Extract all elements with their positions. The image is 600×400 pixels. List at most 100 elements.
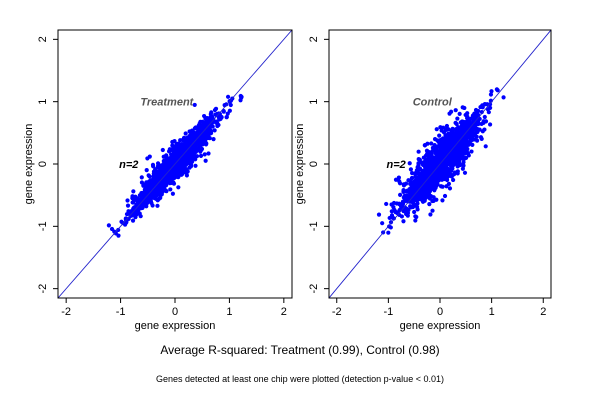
data-point — [478, 135, 484, 140]
data-point — [440, 169, 445, 174]
data-point — [480, 129, 485, 134]
data-point — [208, 115, 213, 120]
data-point — [227, 108, 232, 113]
data-point — [186, 138, 191, 144]
data-point — [413, 218, 418, 223]
data-point — [407, 161, 412, 166]
data-point — [422, 196, 427, 201]
y-tick-label: -1 — [37, 221, 49, 231]
data-point — [434, 127, 439, 132]
data-point — [463, 155, 469, 160]
data-point — [177, 162, 182, 167]
data-point — [434, 180, 440, 185]
data-point — [417, 172, 422, 178]
data-point — [455, 127, 460, 132]
data-point — [426, 181, 431, 187]
data-point — [175, 174, 180, 179]
data-point — [466, 142, 471, 147]
data-point — [460, 105, 465, 110]
data-point — [177, 150, 182, 156]
data-point — [445, 146, 450, 151]
data-point — [427, 202, 432, 207]
data-point — [424, 152, 430, 157]
data-point — [386, 230, 391, 235]
data-point — [415, 165, 420, 170]
data-point — [191, 134, 196, 139]
data-point — [462, 139, 467, 145]
data-point — [444, 126, 449, 131]
data-point — [177, 166, 182, 171]
data-point — [437, 142, 442, 147]
data-point — [426, 194, 431, 199]
data-point — [148, 196, 153, 202]
data-point — [225, 111, 230, 116]
data-point — [187, 151, 192, 156]
data-point — [184, 173, 189, 178]
data-point — [390, 215, 395, 220]
data-point — [409, 205, 414, 210]
data-point — [214, 120, 220, 125]
data-point — [422, 173, 427, 178]
data-point — [187, 129, 192, 134]
data-point — [481, 119, 486, 124]
data-point — [164, 172, 169, 178]
data-point — [205, 133, 210, 138]
data-point — [176, 143, 181, 148]
data-point — [162, 186, 167, 192]
data-point — [468, 131, 473, 136]
data-point — [170, 171, 175, 176]
data-point — [147, 154, 152, 159]
data-point — [219, 115, 224, 120]
data-point — [380, 221, 385, 226]
data-point — [449, 173, 454, 178]
data-point — [140, 192, 145, 197]
data-point — [441, 158, 446, 163]
data-point — [130, 194, 135, 199]
data-point — [172, 149, 177, 154]
data-point — [413, 171, 418, 176]
data-point — [182, 166, 188, 171]
data-point — [164, 183, 169, 188]
data-point — [153, 167, 158, 172]
panel-label: Treatment — [140, 97, 194, 109]
y-tick-label: 0 — [37, 161, 49, 167]
data-point — [479, 109, 484, 115]
data-point — [182, 145, 187, 150]
y-tick-label: -2 — [37, 284, 49, 294]
data-point — [106, 223, 111, 228]
data-point — [428, 212, 433, 217]
data-point — [193, 149, 199, 154]
data-point — [471, 113, 476, 118]
data-point — [438, 184, 444, 189]
y-tick-label: -1 — [308, 221, 320, 231]
data-point — [156, 196, 161, 202]
data-point — [442, 193, 448, 199]
data-point — [415, 183, 420, 188]
data-point — [167, 163, 172, 168]
data-point — [404, 193, 410, 198]
data-point — [181, 142, 187, 147]
data-point — [203, 142, 209, 147]
data-point — [460, 166, 465, 171]
data-point — [192, 102, 197, 108]
data-point — [169, 152, 174, 157]
data-point — [457, 163, 462, 168]
data-point — [475, 138, 480, 143]
x-tick-label: -2 — [61, 306, 71, 318]
panel-control: -2 -1 0 1 2 -2 -1 0 1 2 gene expression gene expres… — [294, 29, 552, 332]
data-point — [206, 119, 211, 124]
data-point — [109, 226, 115, 232]
r-squared-summary: Average R-squared: Treatment (0.99), Con… — [160, 343, 440, 357]
data-point — [430, 183, 435, 188]
data-point — [416, 149, 421, 154]
data-point — [151, 164, 156, 169]
data-point — [476, 108, 481, 114]
data-point — [413, 214, 418, 219]
y-tick-label: 1 — [308, 99, 320, 105]
data-point — [224, 115, 229, 120]
data-point — [425, 162, 430, 167]
data-point — [429, 141, 434, 146]
y-tick-label: 0 — [308, 161, 320, 167]
data-point — [462, 127, 468, 132]
data-point — [228, 102, 233, 108]
